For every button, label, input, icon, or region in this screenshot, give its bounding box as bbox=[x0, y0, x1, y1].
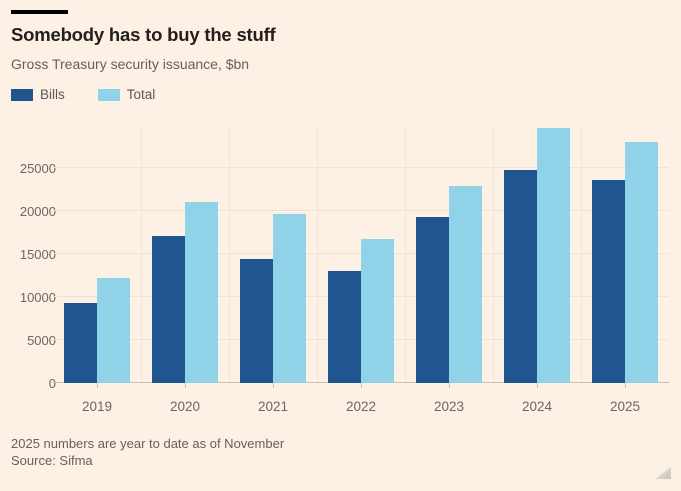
gridline-vertical bbox=[405, 125, 406, 383]
y-tick-label-20000: 20000 bbox=[19, 203, 56, 219]
x-tick-label-2025: 2025 bbox=[609, 399, 641, 414]
gridline-20000 bbox=[53, 210, 669, 211]
x-tick-label-2022: 2022 bbox=[345, 399, 377, 414]
legend-item-bills: Bills bbox=[11, 87, 65, 102]
gridline-25000 bbox=[53, 167, 669, 168]
legend-swatch-icon bbox=[97, 88, 120, 101]
plot-area bbox=[53, 125, 669, 388]
gridline-vertical bbox=[493, 125, 494, 383]
bar-bills-2025 bbox=[592, 180, 625, 383]
chart-subtitle: Gross Treasury security issuance, $bn bbox=[11, 56, 250, 72]
bar-total-2023 bbox=[449, 186, 482, 383]
bar-bills-2022 bbox=[328, 271, 361, 383]
bar-total-2019 bbox=[97, 278, 130, 383]
bar-bills-2019 bbox=[64, 303, 97, 383]
x-tick-label-2024: 2024 bbox=[521, 399, 553, 414]
bar-bills-2023 bbox=[416, 217, 449, 383]
bar-total-2022 bbox=[361, 238, 394, 383]
x-axis-tick bbox=[625, 383, 626, 388]
legend-label: Total bbox=[126, 87, 156, 102]
x-axis-labels: 2019 2020 2021 2022 2023 2024 2025 bbox=[53, 399, 669, 415]
bar-bills-2020 bbox=[152, 235, 185, 383]
x-axis-tick bbox=[185, 383, 186, 388]
x-axis-tick bbox=[361, 383, 362, 388]
y-tick-label-0: 0 bbox=[48, 375, 56, 391]
legend-item-total: Total bbox=[97, 87, 156, 102]
bar-total-2025 bbox=[625, 142, 658, 383]
bar-bills-2021 bbox=[240, 259, 273, 383]
x-axis-tick bbox=[537, 383, 538, 388]
x-tick-label-2021: 2021 bbox=[257, 399, 289, 414]
gridline-vertical bbox=[317, 125, 318, 383]
legend-label: Bills bbox=[40, 87, 65, 102]
bar-bills-2024 bbox=[504, 169, 537, 383]
x-axis-tick bbox=[273, 383, 274, 388]
y-axis-labels: 0 5000 10000 15000 20000 25000 bbox=[0, 125, 56, 391]
resize-grip-icon[interactable] bbox=[655, 467, 671, 479]
y-tick-label-15000: 15000 bbox=[19, 246, 56, 262]
y-tick-label-10000: 10000 bbox=[19, 289, 56, 305]
y-tick-label-5000: 5000 bbox=[27, 332, 56, 348]
y-tick-label-25000: 25000 bbox=[19, 160, 56, 176]
gridline-vertical bbox=[229, 125, 230, 383]
gridline-vertical bbox=[141, 125, 142, 383]
source-credit: Source: Sifma bbox=[11, 453, 93, 468]
legend-swatch-icon bbox=[11, 88, 33, 101]
bar-total-2020 bbox=[185, 202, 218, 383]
bar-total-2021 bbox=[273, 213, 306, 383]
top-rule bbox=[11, 10, 68, 14]
x-axis-tick bbox=[449, 383, 450, 388]
x-tick-label-2019: 2019 bbox=[81, 399, 113, 414]
footnote: 2025 numbers are year to date as of Nove… bbox=[11, 436, 285, 451]
legend: Bills Total bbox=[11, 87, 155, 102]
gridline-vertical bbox=[581, 125, 582, 383]
x-axis-tick bbox=[97, 383, 98, 388]
x-tick-label-2020: 2020 bbox=[169, 399, 201, 414]
chart-title: Somebody has to buy the stuff bbox=[11, 24, 276, 45]
bar-total-2024 bbox=[537, 128, 570, 383]
x-tick-label-2023: 2023 bbox=[433, 399, 465, 414]
